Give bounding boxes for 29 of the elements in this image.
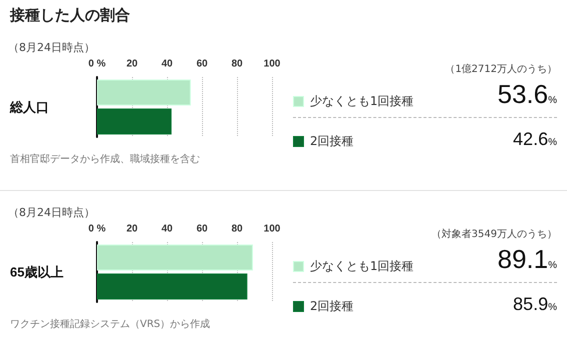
text: ワクチン接種記録システム（VRS）から作成 xyxy=(10,318,210,331)
x-tick-label: 60 xyxy=(196,58,208,70)
text: （対象者3549万人のうち） xyxy=(432,228,557,241)
text: （1億2712万人のうち） xyxy=(445,62,557,76)
text: 首相官邸データから作成、職域接種を含む xyxy=(10,152,200,166)
text: 53.6% xyxy=(497,79,557,109)
x-tick-label: 80 xyxy=(231,58,243,70)
chart-subtitle: （8月24日時点） xyxy=(8,205,95,220)
x-tick-label: 0 % xyxy=(88,58,106,70)
legend-label: 2回接種 xyxy=(309,298,354,315)
x-tick-label: 80 xyxy=(231,224,243,234)
x-tick-label: 20 xyxy=(126,58,138,70)
y-tick-label: 65歳以上 xyxy=(10,264,64,280)
legend-label: 少なくとも1回接種 xyxy=(309,93,414,110)
chart-title: 接種した人の割合 xyxy=(10,6,130,25)
x-tick-label: 40 xyxy=(161,58,173,70)
text: 42.6% xyxy=(513,129,557,149)
text: 85.9% xyxy=(513,294,557,314)
x-tick-label: 100 xyxy=(264,224,281,234)
x-tick-label: 60 xyxy=(196,224,208,234)
x-tick-label: 0 % xyxy=(88,224,106,234)
x-tick-label: 20 xyxy=(126,224,138,234)
x-tick-label: 100 xyxy=(264,58,281,70)
y-tick-label: 総人口 xyxy=(9,100,49,114)
legend-label: 少なくとも1回接種 xyxy=(309,258,414,275)
text: 89.1% xyxy=(497,244,557,274)
legend-label: 2回接種 xyxy=(309,133,354,150)
chart-subtitle: （8月24日時点） xyxy=(8,40,95,55)
x-tick-label: 40 xyxy=(161,224,173,234)
